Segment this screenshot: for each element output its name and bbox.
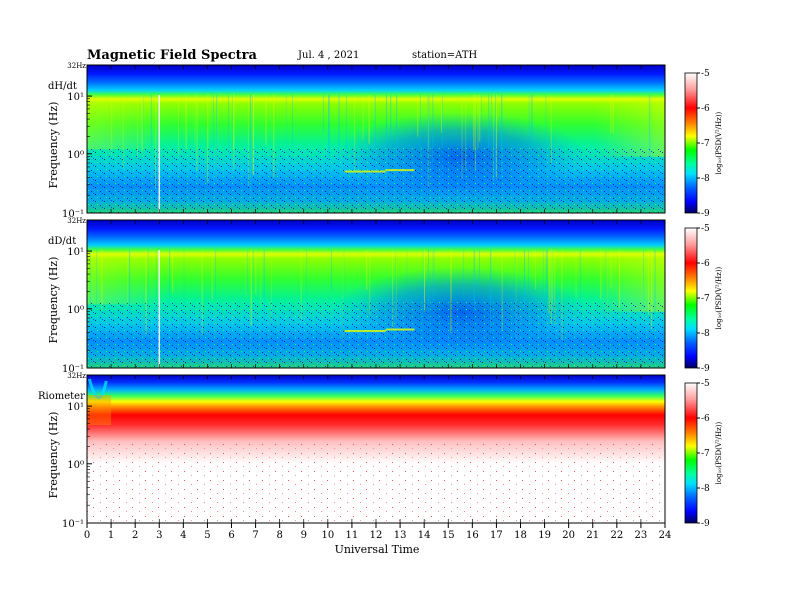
colorbar-tick-label: -5	[701, 224, 710, 234]
colorbar-label: log₁₀(PSD(V²/Hz))	[715, 266, 723, 329]
x-tick-label: 3	[156, 530, 162, 541]
morning-activity	[87, 97, 167, 150]
x-tick-label: 19	[538, 530, 551, 541]
x-tick-label: 9	[301, 530, 307, 541]
colorbar-label: log₁₀(PSD(V²/Hz))	[715, 421, 723, 484]
colorbar-tick-label: -9	[701, 364, 710, 374]
colorbar	[684, 382, 698, 524]
chart-title: Magnetic Field Spectra	[87, 48, 258, 63]
panel-label: Riometer	[38, 391, 85, 402]
y-axis-label: Frequency (Hz)	[47, 102, 60, 189]
top-frequency-label: 32Hz	[67, 217, 86, 225]
colorbar-tick-label: -8	[701, 484, 710, 494]
colorbar-tick-label: -5	[701, 379, 710, 389]
colorbar-tick-label: -9	[701, 519, 710, 529]
disturbance-arc	[87, 378, 108, 399]
noise-texture	[87, 301, 665, 368]
colorbar	[684, 72, 698, 214]
y-tick-label: 10⁻¹	[62, 519, 84, 530]
y-axis-label: Frequency (Hz)	[47, 257, 60, 344]
x-tick-label: 23	[635, 530, 648, 541]
date-label: Jul. 4 , 2021	[297, 50, 359, 61]
panel-2: 32Hz dD/dt 10⁻¹ 10⁰ 10¹ Frequency (Hz) -5 -6 -7 -…	[47, 217, 723, 375]
y-tick-label: 10¹	[67, 402, 84, 413]
top-frequency-label: 32Hz	[67, 372, 86, 380]
x-tick-label: 14	[418, 530, 431, 541]
colorbar-tick-label: -6	[701, 104, 710, 114]
y-tick-label: 10¹	[67, 92, 84, 103]
x-tick-label: 20	[562, 530, 575, 541]
y-tick-label: 10⁻¹	[62, 364, 84, 375]
colorbar-tick-label: -9	[701, 209, 710, 219]
x-tick-label: 1	[108, 530, 114, 541]
colorbar-tick-label: -6	[701, 414, 710, 424]
y-tick-label: 10⁻¹	[62, 209, 84, 220]
x-tick-label: 13	[394, 530, 407, 541]
x-tick-label: 11	[346, 530, 359, 541]
colorbar	[684, 227, 698, 369]
x-tick-label: 0	[84, 530, 90, 541]
x-tick-label: 22	[610, 530, 623, 541]
y-tick-label: 10¹	[67, 247, 84, 258]
colorbar-tick-label: -7	[701, 294, 710, 304]
y-tick-label: 10⁰	[67, 460, 84, 471]
x-tick-label: 8	[276, 530, 282, 541]
noise-texture	[87, 146, 665, 213]
x-tick-label: 6	[228, 530, 234, 541]
x-tick-label: 12	[370, 530, 383, 541]
noise-texture	[87, 441, 665, 523]
colorbar-tick-label: -8	[701, 174, 710, 184]
panel-label: dD/dt	[48, 236, 76, 247]
x-axis: 0 1 2 3 4 5 6 7 8 9 10 11 12 13 14 15 16 17 18 19 20 21 22 23 24	[84, 65, 672, 541]
x-tick-label: 21	[586, 530, 599, 541]
disturbance-patch	[87, 395, 112, 425]
colorbar-label: log₁₀(PSD(V²/Hz))	[715, 111, 723, 174]
x-tick-label: 24	[659, 530, 672, 541]
x-tick-label: 16	[466, 530, 479, 541]
colorbar-tick-label: -8	[701, 329, 710, 339]
colorbar-tick-label: -7	[701, 139, 710, 149]
x-tick-label: 5	[204, 530, 210, 541]
station-label: station=ATH	[412, 50, 478, 61]
x-tick-label: 17	[490, 530, 503, 541]
top-frequency-label: 32Hz	[67, 62, 86, 70]
morning-activity	[87, 252, 167, 305]
y-tick-label: 10⁰	[67, 150, 84, 161]
x-axis-label: Universal Time	[335, 543, 420, 556]
x-tick-label: 15	[442, 530, 455, 541]
colorbar-tick-label: -6	[701, 259, 710, 269]
x-tick-label: 2	[132, 530, 138, 541]
x-tick-label: 4	[180, 530, 186, 541]
panel-1: 32Hz dH/dt 10⁻¹ 10⁰ 10¹ Frequency (Hz) -5 -6 -7 -…	[47, 62, 723, 220]
colorbar-tick-label: -7	[701, 449, 710, 459]
panel-3: 32Hz Riometer 10⁻¹ 10⁰ 10¹ Frequency (Hz) -5 -6…	[38, 372, 723, 530]
colorbar-tick-label: -5	[701, 69, 710, 79]
spectra-panels: 32Hz dH/dt 10⁻¹ 10⁰ 10¹ Frequency (Hz) -5 -6 -7 -…	[38, 62, 723, 530]
panel-label: dH/dt	[48, 81, 77, 92]
x-tick-label: 7	[252, 530, 258, 541]
x-tick-label: 10	[321, 530, 334, 541]
y-axis-label: Frequency (Hz)	[47, 412, 60, 499]
y-tick-label: 10⁰	[67, 305, 84, 316]
x-tick-label: 18	[514, 530, 527, 541]
